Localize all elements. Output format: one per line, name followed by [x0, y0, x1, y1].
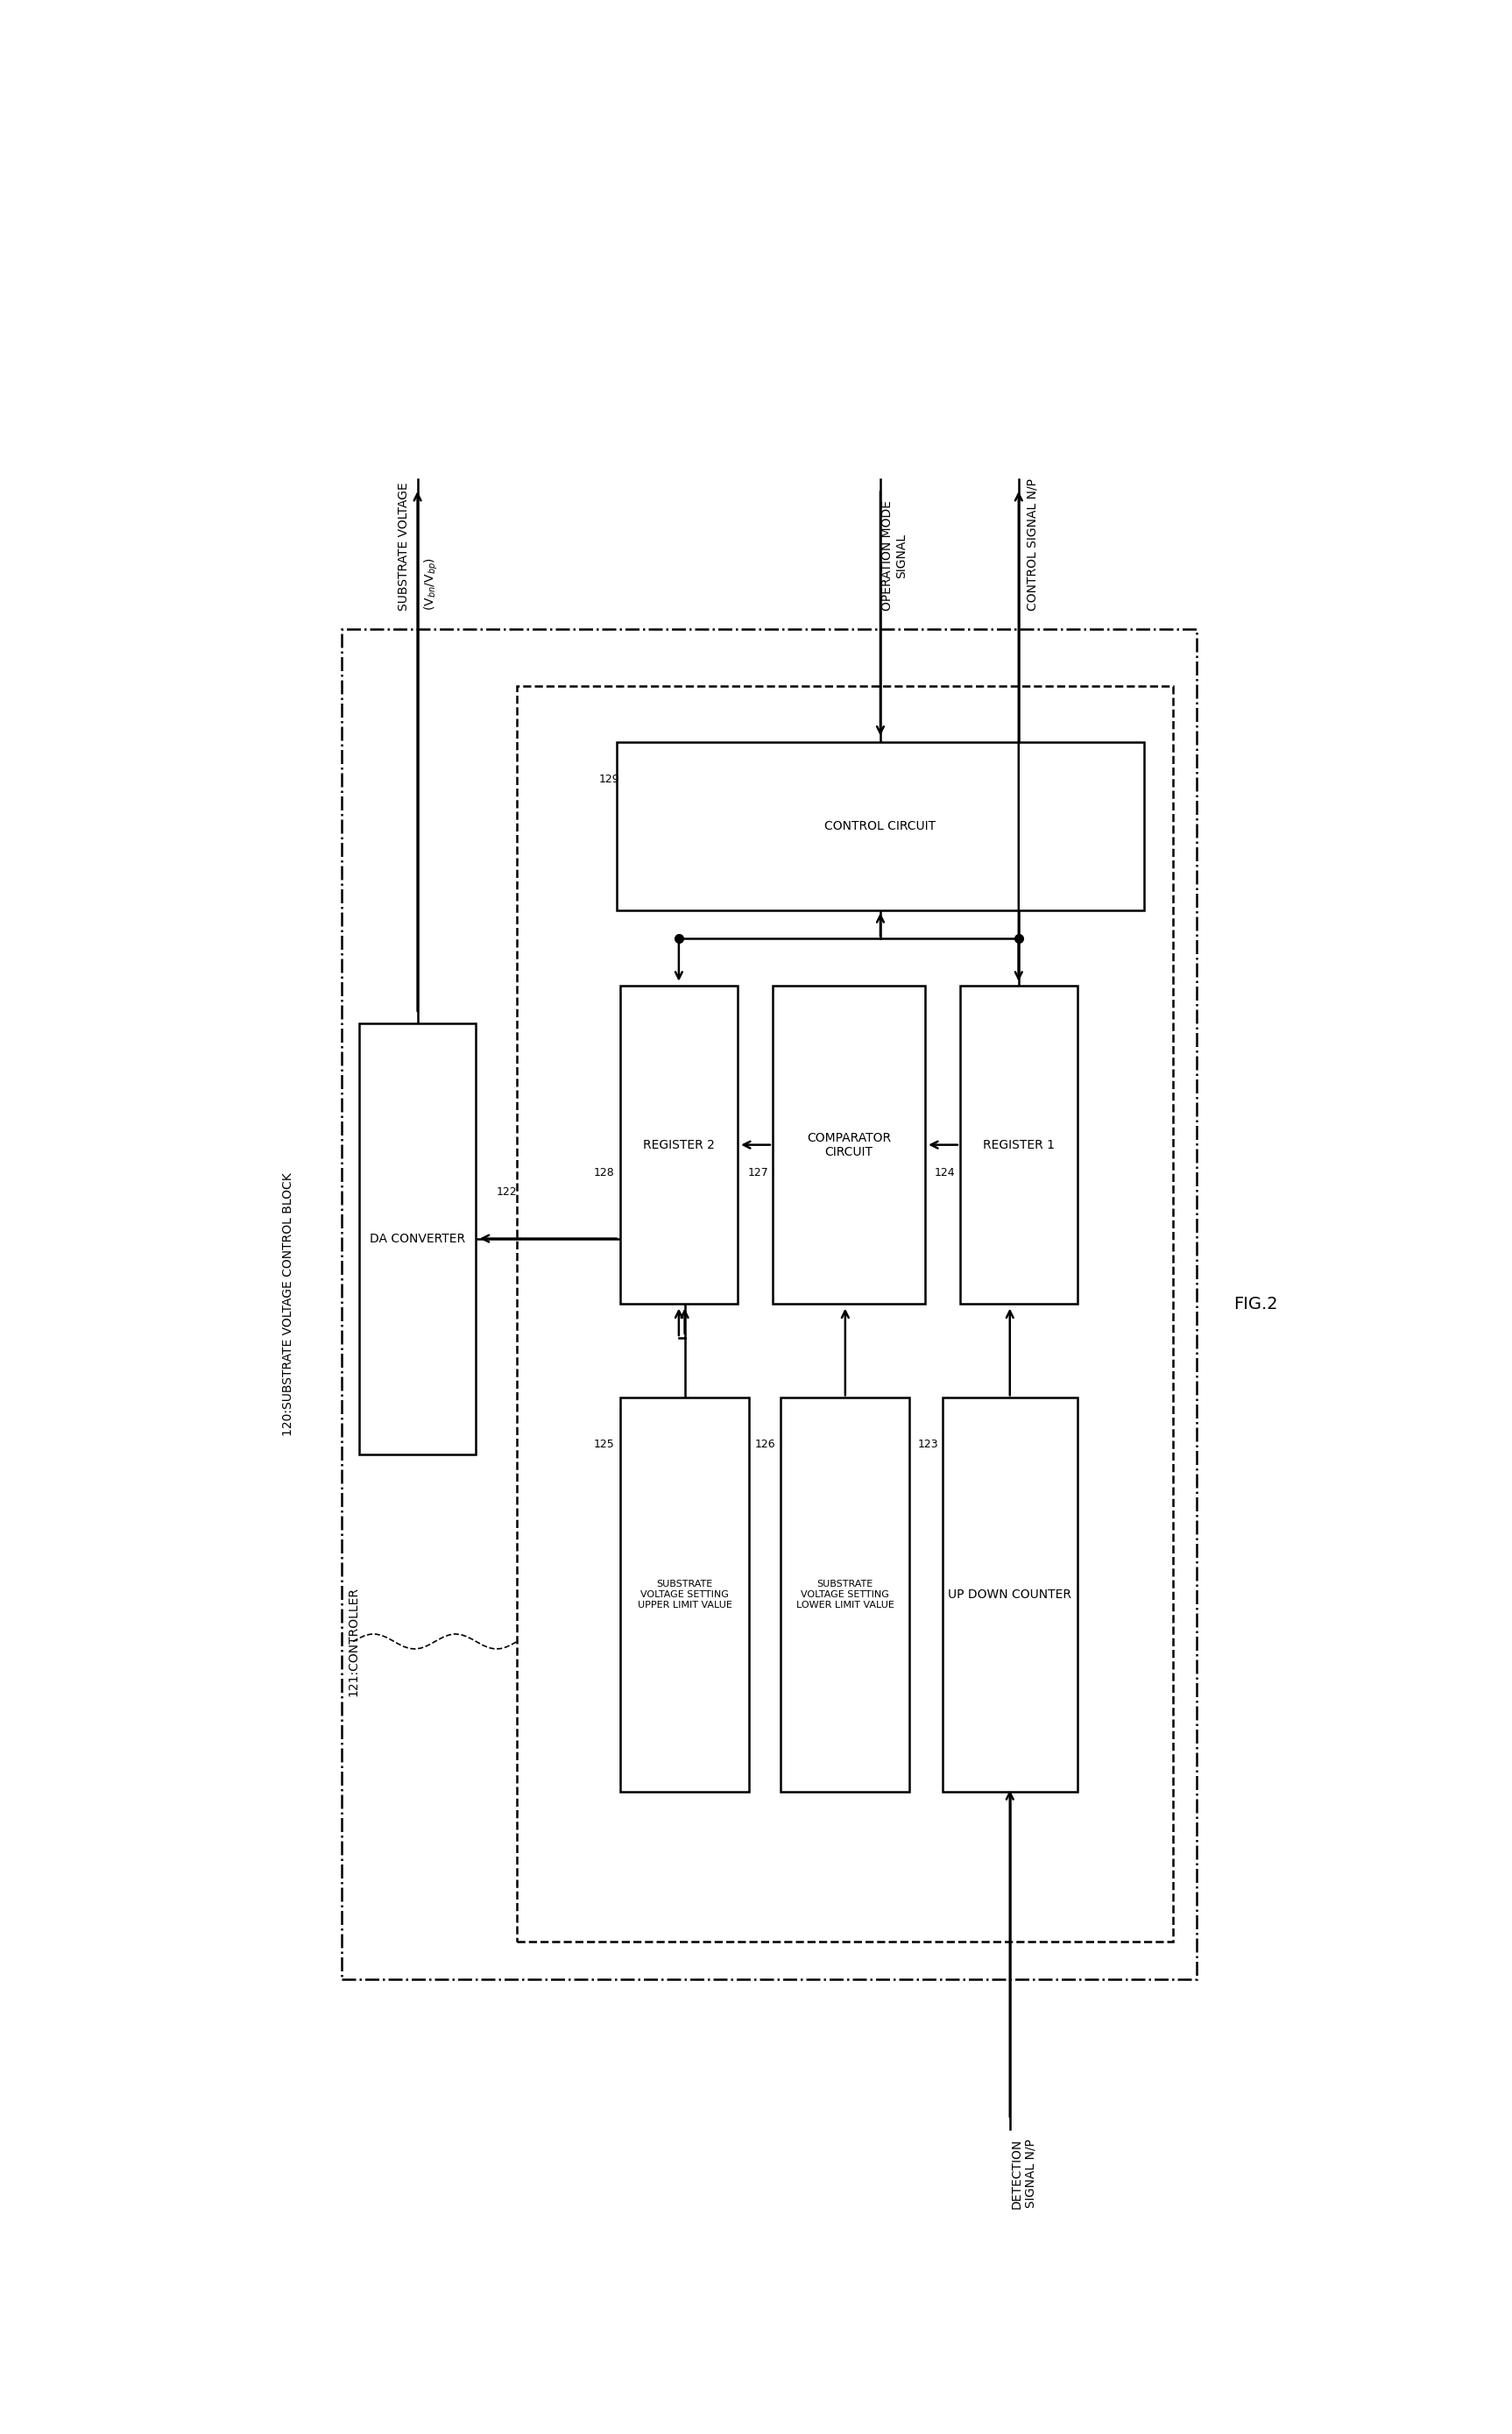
Text: (V$_{bn}$/V$_{bp}$): (V$_{bn}$/V$_{bp}$): [423, 557, 440, 611]
Text: 127: 127: [748, 1168, 768, 1178]
Text: 121:CONTROLLER: 121:CONTROLLER: [346, 1587, 360, 1696]
FancyBboxPatch shape: [617, 742, 1145, 910]
Text: 126: 126: [754, 1438, 776, 1451]
FancyBboxPatch shape: [620, 986, 738, 1305]
Text: SUBSTRATE
VOLTAGE SETTING
UPPER LIMIT VALUE: SUBSTRATE VOLTAGE SETTING UPPER LIMIT VA…: [638, 1580, 732, 1609]
FancyBboxPatch shape: [942, 1397, 1077, 1791]
Text: SUBSTRATE VOLTAGE: SUBSTRATE VOLTAGE: [398, 482, 410, 611]
FancyBboxPatch shape: [358, 1022, 476, 1453]
FancyBboxPatch shape: [773, 986, 925, 1305]
Text: 120:SUBSTRATE VOLTAGE CONTROL BLOCK: 120:SUBSTRATE VOLTAGE CONTROL BLOCK: [283, 1173, 295, 1436]
FancyBboxPatch shape: [780, 1397, 910, 1791]
Text: OPERATION MODE
SIGNAL: OPERATION MODE SIGNAL: [881, 501, 907, 611]
Text: UP DOWN COUNTER: UP DOWN COUNTER: [948, 1589, 1072, 1602]
Text: 122: 122: [496, 1185, 517, 1198]
Text: 123: 123: [918, 1438, 939, 1451]
FancyBboxPatch shape: [620, 1397, 748, 1791]
Text: DA CONVERTER: DA CONVERTER: [370, 1232, 466, 1244]
Text: FIG.2: FIG.2: [1234, 1295, 1278, 1312]
FancyBboxPatch shape: [960, 986, 1077, 1305]
Text: 125: 125: [593, 1438, 614, 1451]
Text: 128: 128: [593, 1168, 614, 1178]
Text: REGISTER 1: REGISTER 1: [983, 1139, 1054, 1151]
Text: CONTROL CIRCUIT: CONTROL CIRCUIT: [824, 820, 936, 832]
Text: SUBSTRATE
VOLTAGE SETTING
LOWER LIMIT VALUE: SUBSTRATE VOLTAGE SETTING LOWER LIMIT VA…: [797, 1580, 894, 1609]
Text: CONTROL SIGNAL N/P: CONTROL SIGNAL N/P: [1027, 479, 1039, 611]
Text: 124: 124: [934, 1168, 956, 1178]
Text: COMPARATOR
CIRCUIT: COMPARATOR CIRCUIT: [806, 1132, 891, 1159]
Text: DETECTION
SIGNAL N/P: DETECTION SIGNAL N/P: [1010, 2137, 1037, 2208]
Text: REGISTER 2: REGISTER 2: [643, 1139, 715, 1151]
Text: 129: 129: [599, 774, 620, 786]
